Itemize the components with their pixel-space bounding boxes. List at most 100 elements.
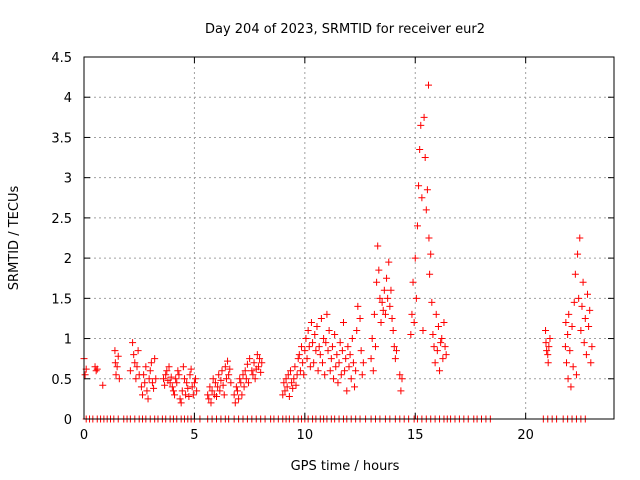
data-point xyxy=(339,318,347,326)
data-point xyxy=(582,351,590,359)
data-point xyxy=(254,363,262,371)
data-point xyxy=(545,343,553,351)
data-point xyxy=(152,375,160,383)
data-point xyxy=(565,310,573,318)
data-point xyxy=(584,290,591,298)
plot-frame xyxy=(83,56,615,420)
data-point xyxy=(303,355,311,363)
data-point xyxy=(99,381,107,389)
data-point xyxy=(251,375,259,383)
data-point xyxy=(224,357,232,365)
data-point xyxy=(249,371,257,379)
data-point xyxy=(369,367,377,375)
data-point xyxy=(437,339,445,347)
data-point xyxy=(562,318,570,326)
data-point xyxy=(151,355,159,363)
data-point xyxy=(430,343,438,351)
data-point xyxy=(579,278,587,286)
data-point xyxy=(289,384,297,392)
data-point xyxy=(385,258,393,266)
data-point xyxy=(288,379,296,387)
data-point xyxy=(575,294,583,302)
data-point xyxy=(571,270,579,278)
data-point xyxy=(171,391,179,399)
data-point xyxy=(204,391,212,399)
data-point xyxy=(115,375,123,383)
data-point xyxy=(331,331,339,339)
data-point xyxy=(425,81,432,89)
data-point xyxy=(568,322,576,330)
data-point xyxy=(418,194,426,202)
data-point xyxy=(188,383,196,391)
data-point xyxy=(588,343,596,351)
y-axis-label: SRMTID / TECUs xyxy=(7,186,22,291)
data-point xyxy=(237,379,245,387)
data-point xyxy=(215,371,223,379)
data-point xyxy=(227,379,235,387)
data-point xyxy=(421,154,429,162)
data-point xyxy=(333,351,341,359)
data-point xyxy=(367,355,375,363)
data-point xyxy=(567,383,575,391)
data-point xyxy=(205,395,213,403)
data-point xyxy=(150,384,158,392)
data-point xyxy=(324,347,332,355)
data-point xyxy=(585,322,593,330)
data-point xyxy=(353,327,361,335)
data-point xyxy=(226,365,234,373)
data-point xyxy=(376,294,384,302)
data-point xyxy=(192,375,200,383)
data-point xyxy=(221,363,229,371)
data-point xyxy=(356,314,364,322)
data-point xyxy=(546,335,554,343)
data-point xyxy=(420,113,428,121)
y-tick-label: 2.5 xyxy=(51,212,72,227)
data-point xyxy=(378,298,386,306)
data-point xyxy=(336,339,344,347)
data-point xyxy=(189,391,197,399)
data-point xyxy=(146,367,154,375)
data-point xyxy=(373,278,381,286)
data-point xyxy=(175,371,183,379)
data-point xyxy=(291,363,299,371)
data-point xyxy=(190,379,198,387)
data-point xyxy=(299,359,307,367)
data-point xyxy=(294,355,302,363)
x-tick-label: 15 xyxy=(407,428,424,443)
data-point xyxy=(161,381,169,389)
axis-ticks: 0 0.5 1 1.5 2 2.5 3 3.5 4 4.5 0 5 10 15 20 xyxy=(51,51,614,443)
data-point xyxy=(233,387,241,395)
data-point xyxy=(92,367,100,375)
data-point xyxy=(209,375,217,383)
x-tick-label: 5 xyxy=(190,428,198,443)
data-point xyxy=(325,327,333,335)
data-point xyxy=(113,363,121,371)
x-tick-label: 20 xyxy=(517,428,534,443)
data-point xyxy=(213,392,220,400)
data-point xyxy=(163,367,171,375)
data-point xyxy=(348,335,356,343)
data-point xyxy=(323,310,331,318)
data-point xyxy=(544,359,552,367)
data-point xyxy=(439,355,447,363)
data-point xyxy=(142,363,150,371)
data-point xyxy=(141,379,149,387)
data-point xyxy=(305,343,313,351)
data-point xyxy=(169,387,177,395)
data-point xyxy=(431,359,439,367)
data-point xyxy=(442,351,450,359)
data-point xyxy=(434,322,442,330)
data-point xyxy=(433,347,441,355)
data-point xyxy=(343,387,351,395)
data-point xyxy=(429,331,437,339)
data-point xyxy=(398,375,406,383)
data-point xyxy=(389,327,397,335)
data-point xyxy=(81,371,89,379)
data-point xyxy=(143,387,151,395)
data-point xyxy=(178,387,186,395)
data-point xyxy=(238,391,246,399)
data-point xyxy=(368,335,376,343)
data-point xyxy=(310,359,318,367)
data-point xyxy=(133,363,141,371)
data-point xyxy=(225,371,233,379)
